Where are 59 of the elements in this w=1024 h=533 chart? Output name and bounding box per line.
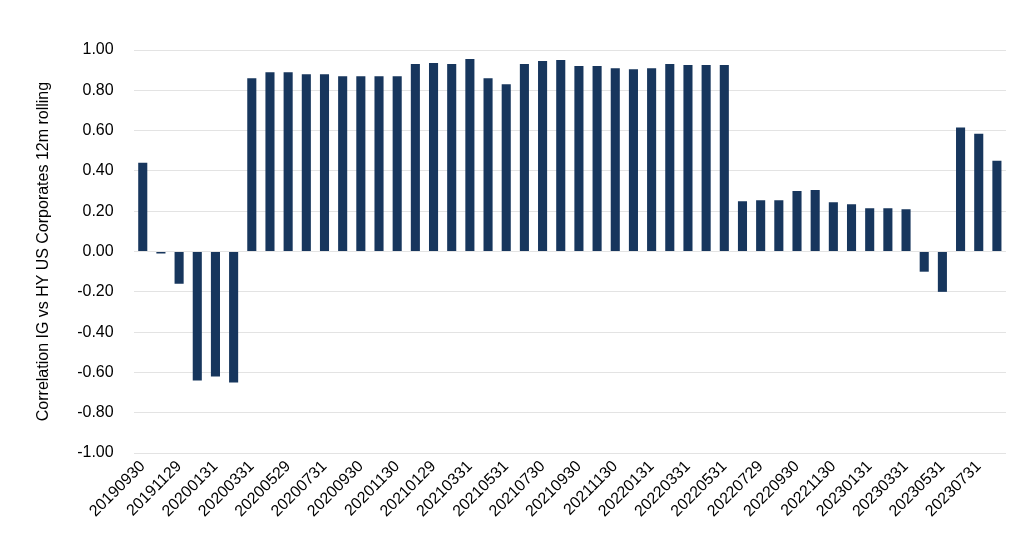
- bar: [956, 127, 966, 252]
- bar: [628, 69, 638, 252]
- y-tick-label: 0.00: [82, 241, 114, 259]
- bar: [792, 191, 802, 252]
- bar: [683, 65, 693, 252]
- bar: [774, 200, 784, 252]
- bar: [410, 64, 420, 252]
- bar: [901, 209, 911, 252]
- bar: [574, 66, 584, 252]
- bar: [665, 64, 675, 252]
- bar: [356, 76, 366, 252]
- bar: [319, 74, 330, 252]
- bar: [338, 76, 348, 252]
- bar: [810, 190, 820, 252]
- bar: [392, 76, 402, 252]
- bar: [301, 74, 311, 252]
- bar: [610, 68, 620, 252]
- y-tick-label: 0.80: [82, 80, 114, 98]
- y-tick-label: 0.20: [82, 201, 114, 219]
- bar: [519, 64, 529, 252]
- bar: [447, 64, 457, 252]
- y-tick-label: 1.00: [82, 40, 114, 58]
- y-tick-label: -0.40: [77, 322, 114, 340]
- y-tick-label: -1.00: [77, 443, 114, 461]
- bar: [974, 133, 984, 252]
- bar: [937, 252, 947, 292]
- bar: [647, 68, 657, 252]
- bar: [846, 204, 857, 252]
- bar: [283, 72, 293, 252]
- bar: [174, 252, 184, 284]
- bar: [265, 72, 275, 252]
- bar: [374, 76, 384, 252]
- bar: [719, 65, 729, 252]
- bar: [592, 66, 602, 252]
- bar: [465, 59, 475, 252]
- y-tick-label: 0.60: [82, 121, 114, 139]
- y-tick-label: -0.80: [77, 403, 114, 421]
- bar: [138, 162, 148, 252]
- bar: [865, 208, 875, 252]
- bar: [247, 78, 257, 252]
- bar: [828, 202, 838, 252]
- bar: [501, 84, 511, 252]
- bar: [992, 160, 1002, 252]
- bar: [737, 201, 748, 252]
- bar: [192, 252, 202, 381]
- bar: [229, 252, 239, 383]
- y-tick-label: -0.20: [77, 282, 114, 300]
- bar: [556, 60, 566, 252]
- y-tick-label: 0.40: [82, 161, 114, 179]
- y-tick-label: -0.60: [77, 362, 114, 380]
- bar: [883, 208, 893, 252]
- bar: [428, 63, 439, 252]
- bar: [210, 252, 220, 377]
- bar: [756, 200, 766, 252]
- bar: [701, 65, 711, 252]
- bar: [483, 78, 493, 252]
- y-axis-title: Correlation IG vs HY US Corporates 12m rolling: [34, 81, 52, 422]
- bar: [538, 61, 548, 252]
- bar: [919, 252, 929, 272]
